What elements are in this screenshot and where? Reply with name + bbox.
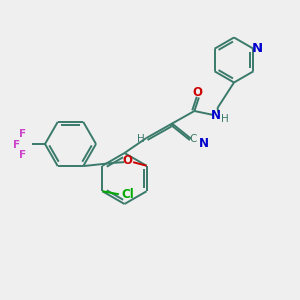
Text: N: N bbox=[251, 42, 262, 55]
Text: O: O bbox=[192, 85, 203, 99]
Text: F: F bbox=[19, 129, 26, 140]
Text: H: H bbox=[220, 114, 228, 124]
Text: N: N bbox=[198, 137, 208, 150]
Text: F: F bbox=[19, 150, 26, 161]
Text: N: N bbox=[211, 109, 221, 122]
Text: Cl: Cl bbox=[121, 188, 134, 201]
Text: C: C bbox=[190, 134, 197, 145]
Text: O: O bbox=[123, 154, 133, 167]
Text: F: F bbox=[13, 140, 20, 150]
Text: H: H bbox=[136, 134, 144, 145]
